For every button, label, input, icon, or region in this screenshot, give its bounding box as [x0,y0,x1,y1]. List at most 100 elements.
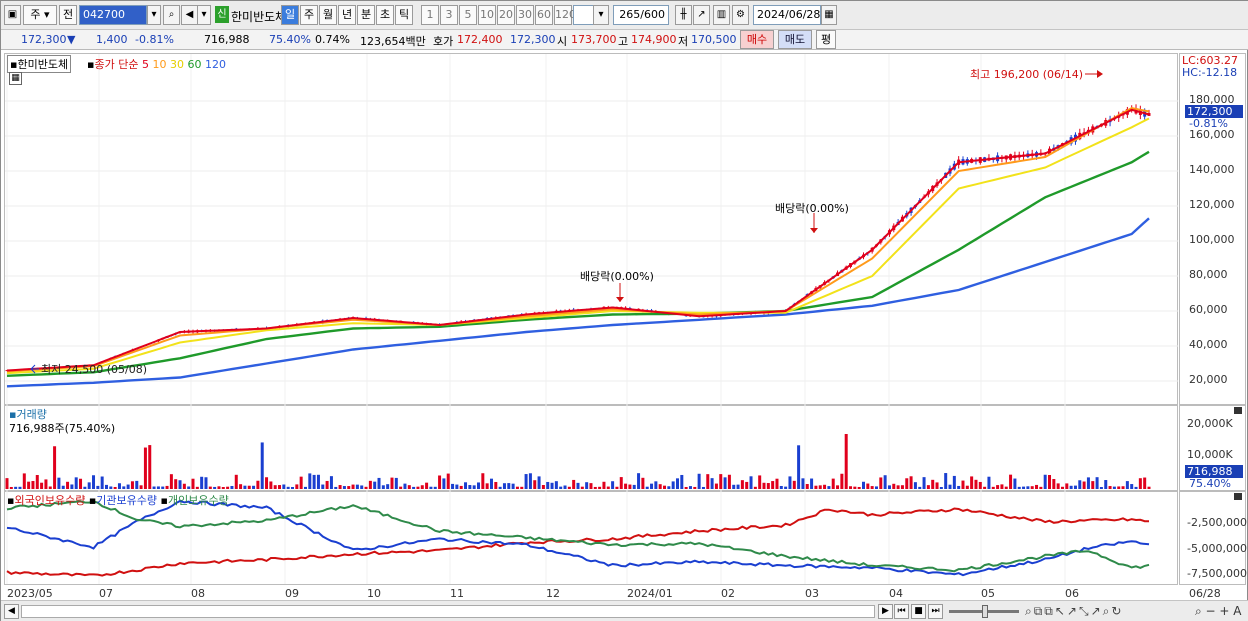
volume-bar [784,486,788,489]
period-tab-4[interactable]: 분 [357,5,375,25]
gear-icon[interactable]: ⚙ [732,5,749,25]
volume-bar [948,484,952,489]
volume-bar [381,485,385,489]
ask-value: 172,400 [457,33,503,46]
holding-pane[interactable] [4,491,1178,585]
horizontal-scrollbar[interactable] [21,605,875,618]
price-ytick: 160,000 [1189,128,1235,141]
volume-bar [641,477,645,489]
code-input[interactable]: 042700 [79,5,147,25]
interval-btn-20[interactable]: 20 [497,5,515,25]
volume-bar [797,445,801,489]
volume-bar [472,485,476,489]
first-page-icon[interactable]: ⏮ [894,604,909,619]
avg-button[interactable]: 평 [816,30,836,49]
scroll-right-icon[interactable]: ▶ [878,604,893,619]
volume-bar [412,486,416,489]
interval-btn-60[interactable]: 60 [535,5,553,25]
period-tab-2[interactable]: 월 [319,5,337,25]
interval-btn-10[interactable]: 10 [478,5,496,25]
volume-bar [567,486,571,489]
volume-bar [857,486,861,489]
search-icon[interactable]: ⌕ [163,5,180,25]
volume-pane[interactable] [4,405,1178,491]
x-axis-label: 10 [367,587,381,600]
volume-bar [282,484,286,489]
legend-marker-icon: ▪ [87,58,95,71]
interval-btn-5[interactable]: 5 [459,5,477,25]
volume-bar [377,477,381,489]
next-page-icon[interactable]: ⏭ [928,604,943,619]
volume-bar [355,484,359,489]
volume-bar [611,481,615,489]
volume-bar [451,483,455,489]
volume-bar [511,483,515,489]
volume-bar [745,481,749,489]
interval-dropdown-icon[interactable]: ▾ [593,5,609,25]
interval-btn-120[interactable]: 120 [554,5,576,25]
legend-marker-icon: ▪ [9,408,17,421]
window-icon[interactable]: ▣ [4,5,21,25]
volume-bar [1013,478,1017,489]
volume-bar [762,482,766,489]
volume-bar [278,485,282,489]
zoom-slider-handle[interactable] [982,605,988,618]
zoom-icons[interactable]: ⌕ − + A [1195,604,1242,618]
volume-bar [944,473,948,489]
volume-bar [442,478,446,489]
interval-btn-1[interactable]: 1 [421,5,439,25]
ma-line-5 [6,108,1150,372]
scroll-bar-area: ◀ ▶ ⏮ ■ ⏭ ⌕⧉⧉↖↗⤡↗⌕↻ ⌕ − + A [1,600,1248,621]
period-tab-6[interactable]: 틱 [395,5,413,25]
open-value: 173,700 [571,33,617,46]
table-icon[interactable]: ▦ [9,72,22,85]
volume-bar [40,482,44,489]
market-type-select[interactable]: 주 ▾ [23,5,57,25]
sound-dropdown-icon[interactable]: ▾ [197,5,211,25]
volume-bar [256,480,260,489]
volume-bar [96,485,100,489]
volume-bar [775,478,779,489]
candle-icon[interactable]: ╫ [675,5,692,25]
scroll-left-icon[interactable]: ◀ [4,604,19,619]
volume-bar [455,484,459,489]
volume-bar [252,485,256,489]
count-field[interactable]: 265/600 [613,5,669,25]
volume-bar [727,474,731,489]
draw-icon[interactable]: ↗ [693,5,710,25]
period-tab-1[interactable]: 주 [300,5,318,25]
volume-bar [1000,484,1004,489]
volume-bar [22,473,26,489]
volume-bar [399,486,403,489]
volume-bar [719,474,723,489]
volume-bar [528,473,532,489]
volume-bar [632,484,636,489]
tool-icons[interactable]: ⌕⧉⧉↖↗⤡↗⌕↻ [1025,604,1124,618]
volume-bar [446,473,450,489]
code-dropdown-icon[interactable]: ▾ [147,5,161,25]
volume-bar [688,486,692,489]
buy-button[interactable]: 매수 [740,30,774,49]
prev-button[interactable]: 전 [59,5,77,25]
calendar-icon[interactable]: ▦ [821,5,837,25]
volume-bar [156,486,160,489]
volume-bar [87,482,91,489]
interval-btn-3[interactable]: 3 [440,5,458,25]
interval-btn-30[interactable]: 30 [516,5,534,25]
stop-icon[interactable]: ■ [911,604,926,619]
pane-close-icon[interactable] [1234,407,1242,414]
sell-button[interactable]: 매도 [778,30,812,49]
date-input[interactable]: 2024/06/28 [753,5,821,25]
period-tab-0[interactable]: 일 [281,5,299,25]
period-tab-5[interactable]: 초 [376,5,394,25]
volume-bar [373,481,377,489]
volume-bar [693,486,697,489]
period-tab-3[interactable]: 년 [338,5,356,25]
pane-close-icon[interactable] [1234,493,1242,500]
volume-bar [61,485,65,489]
volume-ytick-1: 20,000K [1187,417,1233,430]
legend-marker-icon: ▪ [88,494,97,507]
volume-bar [1130,484,1134,489]
bar-icon[interactable]: ▥ [713,5,730,25]
